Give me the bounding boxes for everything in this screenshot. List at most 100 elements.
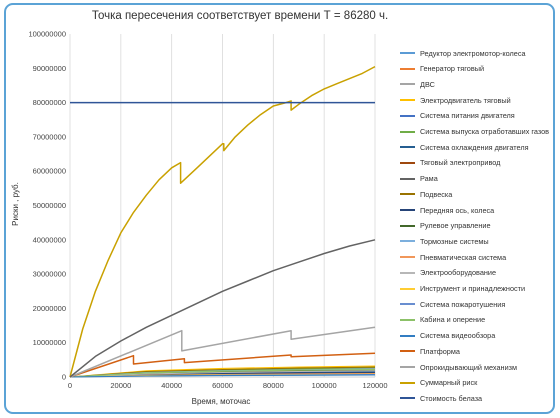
x-axis-ticks: 0 20000 40000 60000 80000 100000 120000 — [68, 381, 388, 390]
legend-label-1: Генератор тяговый — [420, 64, 485, 74]
series-line-20 — [69, 326, 376, 378]
y-tick-label-3: 30000000 — [33, 270, 66, 279]
legend-swatch-12 — [400, 240, 415, 243]
legend-swatch-6 — [400, 146, 415, 149]
legend-swatch-20 — [400, 366, 415, 368]
legend-swatch-10 — [400, 209, 415, 211]
series-lines — [69, 65, 376, 378]
chart-frame — [4, 3, 555, 414]
legend-label-20: Опрокидывающий механизм — [420, 362, 518, 372]
y-tick-label-2: 20000000 — [33, 304, 66, 313]
y-tick-label-7: 70000000 — [33, 132, 66, 141]
legend-item-16: Система пожаротушения — [400, 297, 505, 311]
legend-swatch-5 — [400, 130, 415, 133]
legend-item-1: Генератор тяговый — [400, 62, 484, 76]
legend-label-21: Суммарный риск — [420, 378, 478, 388]
legend-item-18: Система видеообзора — [400, 329, 495, 343]
legend-label-13: Пневматическая система — [420, 252, 507, 262]
legend-label-12: Тормозные системы — [420, 236, 489, 246]
x-tick-label-5: 100000 — [312, 381, 337, 390]
legend-swatch-1 — [400, 67, 415, 70]
y-tick-label-10: 100000000 — [28, 30, 66, 39]
chart-title: Точка пересечения соответствует времени … — [91, 10, 389, 22]
legend-swatch-16 — [400, 303, 415, 306]
legend-label-18: Система видеообзора — [420, 331, 496, 341]
x-axis-label: Время, моточас — [192, 397, 251, 406]
legend-label-10: Передняя ось, колеса — [420, 205, 495, 215]
series-line-14 — [69, 370, 376, 378]
legend-label-8: Рама — [420, 174, 438, 184]
legend-label-4: Система питания двигателя — [420, 111, 515, 121]
series-line-17 — [69, 368, 376, 378]
legend-item-7: Тяговый электропривод — [400, 156, 500, 170]
legend-item-21: Суммарный риск — [400, 376, 477, 390]
y-tick-label-4: 40000000 — [33, 235, 66, 244]
legend-label-6: Система охлаждения двигателя — [420, 142, 529, 152]
x-tick-label-2: 40000 — [161, 381, 182, 390]
legend-swatch-8 — [400, 177, 415, 180]
legend-label-22: Стоимость белаза — [420, 393, 483, 403]
legend-swatch-14 — [400, 271, 415, 274]
legend-swatch-21 — [400, 381, 415, 384]
legend-label-17: Кабина и оперение — [420, 315, 486, 325]
legend-swatch-2 — [400, 83, 415, 86]
legend-item-12: Тормозные системы — [400, 234, 489, 248]
y-tick-label-5: 50000000 — [33, 201, 66, 210]
grid-lines — [69, 34, 376, 378]
legend-swatch-13 — [400, 256, 415, 259]
x-tick-label-0: 0 — [68, 381, 72, 390]
y-tick-label-0: 0 — [62, 373, 66, 382]
legend-swatch-17 — [400, 318, 415, 321]
legend-item-11: Рулевое управление — [400, 219, 491, 233]
legend-item-9: Подвеска — [400, 187, 452, 201]
legend-item-17: Кабина и оперение — [400, 313, 485, 327]
series-line-21 — [69, 65, 376, 378]
series-line-9 — [69, 366, 376, 378]
legend-swatch-0 — [400, 52, 415, 54]
x-tick-label-1: 20000 — [110, 381, 131, 390]
legend-label-11: Рулевое управление — [420, 221, 491, 231]
legend-item-15: Инструмент и принадлежности — [400, 282, 525, 296]
legend-item-0: Редуктор электромотор-колеса — [400, 46, 526, 60]
y-tick-label-8: 80000000 — [33, 98, 66, 107]
legend-label-0: Редуктор электромотор-колеса — [420, 48, 526, 58]
legend-item-13: Пневматическая система — [400, 250, 506, 264]
x-tick-label-6: 120000 — [362, 381, 387, 390]
legend-swatch-19 — [400, 350, 415, 353]
legend-swatch-4 — [400, 114, 415, 117]
y-tick-label-9: 90000000 — [33, 64, 66, 73]
legend-item-5: Система выпуска отработавших газов — [400, 125, 549, 139]
y-tick-label-6: 60000000 — [33, 167, 66, 176]
legend-swatch-7 — [400, 161, 415, 164]
series-line-18 — [69, 374, 376, 378]
legend-item-20: Опрокидывающий механизм — [400, 360, 517, 374]
legend-label-2: ДВС — [420, 79, 435, 89]
legend-label-3: Электродвигатель тяговый — [420, 95, 511, 105]
series-line-19 — [69, 352, 376, 378]
legend-item-22: Стоимость белаза — [400, 391, 482, 405]
legend-item-2: ДВС — [400, 77, 435, 91]
legend-label-19: Платформа — [420, 346, 460, 356]
x-tick-label-4: 80000 — [263, 381, 284, 390]
legend-swatch-22 — [400, 397, 415, 400]
legend-item-14: Электрооборудование — [400, 266, 496, 280]
legend-item-3: Электродвигатель тяговый — [400, 93, 511, 107]
legend-swatch-15 — [400, 287, 415, 290]
x-tick-label-3: 60000 — [212, 381, 233, 390]
y-axis-label: Риски , руб. — [11, 182, 20, 226]
legend-swatch-9 — [400, 193, 415, 196]
legend-item-19: Платформа — [400, 344, 460, 358]
y-tick-label-1: 10000000 — [33, 338, 66, 347]
legend-swatch-3 — [400, 99, 415, 102]
series-line-23 — [69, 239, 376, 378]
legend-label-7: Тяговый электропривод — [420, 158, 501, 168]
legend-label-9: Подвеска — [420, 189, 453, 199]
legend-item-8: Рама — [400, 172, 438, 186]
legend-item-4: Система питания двигателя — [400, 109, 515, 123]
legend-label-5: Система выпуска отработавших газов — [420, 127, 550, 136]
legend-swatch-18 — [400, 334, 415, 337]
legend-label-14: Электрооборудование — [420, 268, 497, 278]
legend-item-6: Система охлаждения двигателя — [400, 140, 529, 154]
legend-label-15: Инструмент и принадлежности — [420, 284, 526, 293]
